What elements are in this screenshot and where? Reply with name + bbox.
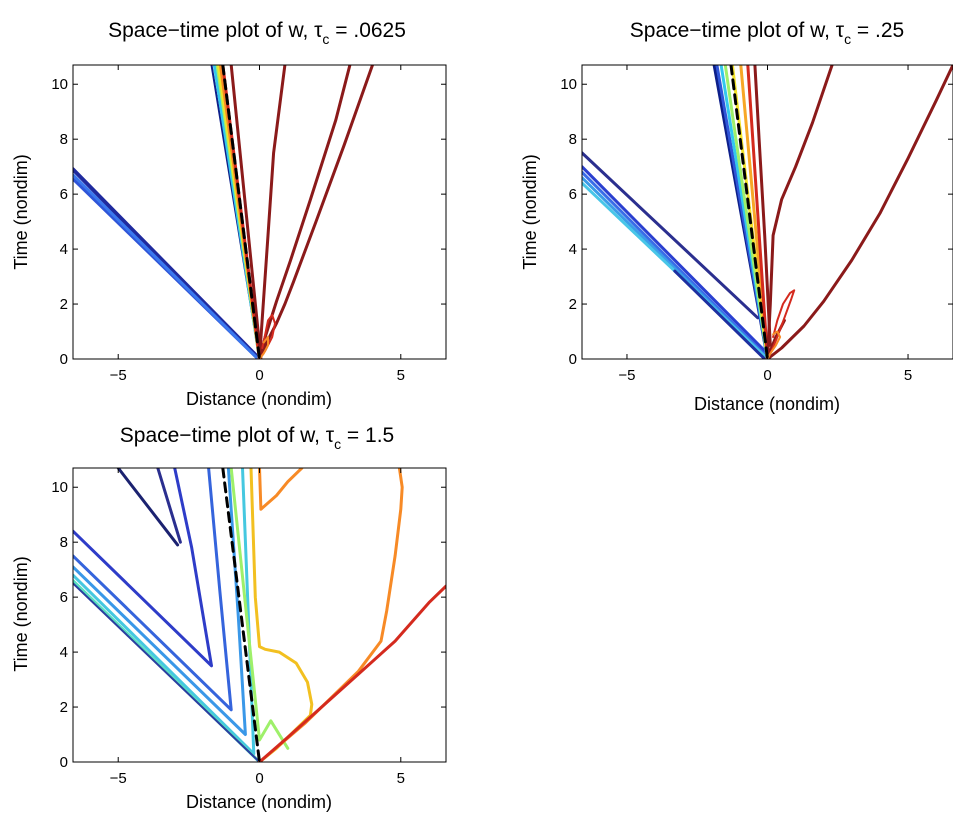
x-tick-label: 0	[255, 770, 263, 787]
plot-area	[72, 64, 447, 360]
series-line-18	[766, 330, 782, 359]
series-line-13	[258, 584, 446, 762]
x-axis-label: Distance (nondim)	[186, 792, 332, 812]
data-marks	[73, 65, 374, 359]
panel-title: Space−time plot of w, τc = .25	[630, 19, 904, 47]
reference-dashed-line	[221, 468, 261, 762]
y-axis-label: Time (nondim)	[11, 556, 31, 671]
x-axis-label: Distance (nondim)	[694, 394, 840, 414]
series-line-15	[766, 65, 953, 359]
series-line-17	[766, 289, 796, 359]
y-axis-label: Time (nondim)	[520, 154, 540, 269]
series-line-13	[753, 65, 772, 347]
series-line-14	[258, 336, 269, 359]
plot-border	[72, 64, 447, 360]
series-line-5	[673, 269, 767, 359]
series-line-9	[229, 65, 263, 359]
series-line-12	[746, 65, 769, 359]
axis-ticks: −5 0 5 0 2 4 6 8 10	[51, 468, 446, 787]
y-tick-label: 0	[60, 754, 68, 771]
panel-title: Space−time plot of w, τc = 1.5	[120, 424, 394, 452]
series-line-9	[249, 468, 314, 717]
series-line-12	[258, 65, 287, 359]
axis-ticks: −5 0 5 0 2 4 6 8 10	[51, 65, 446, 384]
y-tick-label: 2	[569, 296, 577, 313]
x-tick-label: −5	[110, 367, 127, 384]
x-tick-label: −5	[618, 367, 635, 384]
plot-area	[72, 467, 447, 763]
y-tick-label: 4	[60, 644, 68, 661]
y-tick-label: 10	[51, 479, 68, 496]
y-tick-label: 2	[60, 296, 68, 313]
y-tick-label: 6	[60, 186, 68, 203]
series-line-3	[73, 468, 233, 712]
y-tick-label: 0	[60, 351, 68, 368]
data-marks	[73, 468, 446, 762]
y-tick-label: 10	[51, 76, 68, 93]
series-line-1	[156, 468, 182, 544]
x-tick-label: 5	[397, 367, 405, 384]
series-line-2	[73, 173, 259, 359]
x-tick-label: −5	[110, 770, 127, 787]
reference-dashed-line	[221, 65, 261, 359]
y-tick-label: 4	[569, 241, 577, 258]
subplot-tau-1-5: Space−time plot of w, τc = 1.5 −5 0 5 0 2 4 6 8…	[11, 424, 447, 812]
y-tick-label: 6	[569, 186, 577, 203]
plot-border	[72, 467, 447, 763]
series-line-5	[73, 468, 256, 756]
x-tick-label: 5	[904, 367, 912, 384]
y-axis-label: Time (nondim)	[11, 154, 31, 269]
series-line-7	[73, 582, 261, 762]
x-tick-label: 5	[397, 770, 405, 787]
panel-title: Space−time plot of w, τc = .0625	[108, 19, 406, 47]
data-marks	[582, 65, 953, 359]
y-tick-label: 8	[569, 131, 577, 148]
series-line-1	[582, 165, 767, 353]
y-tick-label: 6	[60, 589, 68, 606]
reference-dashed-line	[729, 65, 769, 359]
series-line-2	[73, 468, 213, 668]
y-tick-label: 4	[60, 241, 68, 258]
y-tick-label: 8	[60, 131, 68, 148]
series-line-12	[258, 468, 304, 511]
y-tick-label: 2	[60, 699, 68, 716]
y-tick-label: 10	[560, 76, 577, 93]
series-line-0	[582, 151, 760, 320]
plot-border	[581, 64, 953, 360]
series-line-16	[766, 65, 834, 359]
series-line-8	[229, 468, 290, 750]
y-tick-label: 0	[569, 351, 577, 368]
x-tick-label: 0	[255, 367, 263, 384]
x-axis-label: Distance (nondim)	[186, 389, 332, 409]
y-tick-label: 8	[60, 534, 68, 551]
series-line-0	[116, 468, 180, 547]
x-tick-label: 0	[763, 367, 771, 384]
subplot-tau-0625: Space−time plot of w, τc = .0625 −5 0 5 0 2 4…	[11, 19, 447, 409]
subplot-tau-25: Space−time plot of w, τc = .25 −5 0 5 0 2 4 6 8…	[520, 19, 953, 414]
